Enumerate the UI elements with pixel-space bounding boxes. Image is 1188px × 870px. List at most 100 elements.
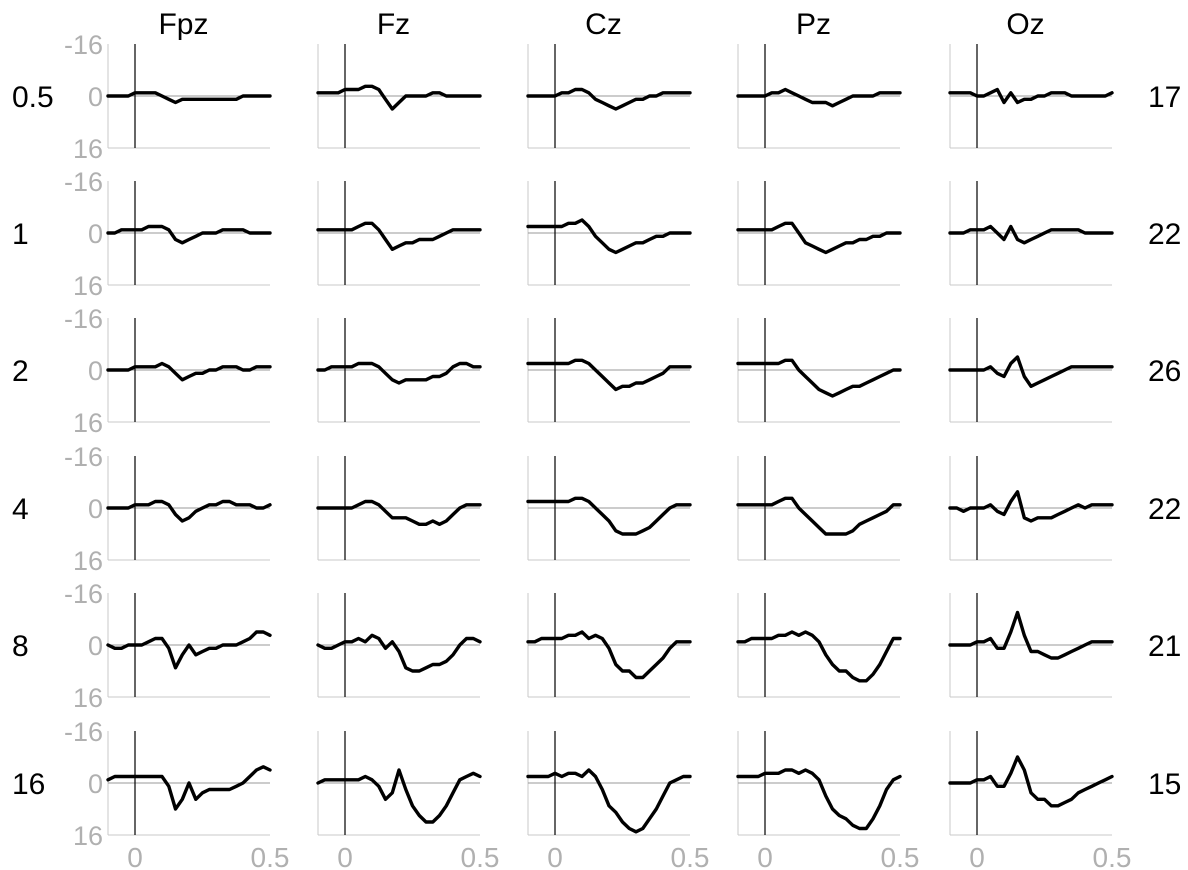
row-label-4: 8 [12, 630, 29, 663]
erp-trace [526, 87, 692, 111]
erp-trace [526, 358, 692, 392]
column-title-oz: Oz [1006, 8, 1044, 41]
y-tick-label: 16 [73, 408, 103, 438]
panel-cz-row-5 [526, 731, 692, 836]
erp-trace [106, 224, 272, 245]
row-label-5: 16 [12, 768, 45, 801]
y-tick-label: 16 [73, 134, 103, 164]
y-tick-label: 0 [88, 356, 103, 386]
right-count-label-3: 22 [1148, 493, 1181, 526]
x-tick-label: 0 [337, 842, 353, 870]
panel-pz-row-4 [736, 593, 902, 698]
erp-trace [316, 221, 482, 252]
column-title-fpz: Fpz [158, 8, 208, 41]
panel-pz-row-0 [736, 44, 902, 149]
column-title-pz: Pz [796, 8, 831, 41]
y-tick-label: -16 [64, 30, 103, 60]
row-label-3: 4 [12, 493, 29, 526]
erp-trace [316, 361, 482, 385]
y-tick-label: 16 [73, 821, 103, 851]
panel-pz-row-2 [736, 318, 902, 423]
y-tick-label: 0 [88, 769, 103, 799]
panel-fz-row-5 [316, 731, 482, 836]
erp-trace [106, 499, 272, 523]
erp-trace [526, 218, 692, 255]
panel-pz-row-3 [736, 456, 902, 561]
erp-trace [316, 84, 482, 111]
y-tick-label: -16 [64, 304, 103, 334]
erp-trace [736, 87, 902, 108]
panel-pz-row-1 [736, 181, 902, 286]
y-tick-label: 0 [88, 494, 103, 524]
erp-trace [948, 490, 1114, 523]
x-tick-label: 0.5 [1093, 842, 1132, 870]
panel-fz-row-4 [316, 593, 482, 698]
panel-fpz-row-2 [106, 318, 272, 423]
erp-trace [948, 355, 1114, 388]
right-count-label-1: 22 [1148, 218, 1181, 251]
panel-cz-row-3 [526, 456, 692, 561]
panel-oz-row-4 [948, 593, 1114, 698]
erp-trace [106, 91, 272, 105]
panel-fz-row-1 [316, 181, 482, 286]
x-tick-label: 0 [547, 842, 563, 870]
erp-trace [316, 633, 482, 673]
y-tick-label: 16 [73, 683, 103, 713]
erp-trace [736, 221, 902, 255]
erp-trace [948, 224, 1114, 245]
y-tick-label: -16 [64, 167, 103, 197]
column-title-cz: Cz [585, 8, 622, 41]
y-tick-label: 0 [88, 631, 103, 661]
panel-fz-row-0 [316, 44, 482, 149]
panel-fpz-row-1 [106, 181, 272, 286]
panel-cz-row-1 [526, 181, 692, 286]
y-tick-label: -16 [64, 442, 103, 472]
x-tick-label: 0.5 [671, 842, 710, 870]
x-tick-label: 0.5 [461, 842, 500, 870]
panel-oz-row-0 [948, 44, 1114, 149]
panel-cz-row-0 [526, 44, 692, 149]
erp-trace [736, 358, 902, 398]
panel-oz-row-2 [948, 318, 1114, 423]
y-tick-label: 16 [73, 271, 103, 301]
right-count-label-4: 21 [1148, 630, 1181, 663]
panel-fpz-row-3 [106, 456, 272, 561]
panel-fz-row-2 [316, 318, 482, 423]
erp-trace [736, 496, 902, 536]
x-tick-label: 0 [127, 842, 143, 870]
erp-trace [948, 87, 1114, 105]
erp-trace [736, 630, 902, 683]
panel-fpz-row-5 [106, 731, 272, 836]
row-label-0: 0.5 [12, 81, 54, 114]
x-tick-label: 0 [757, 842, 773, 870]
panel-fz-row-3 [316, 456, 482, 561]
erp-trace [526, 630, 692, 680]
panel-oz-row-5 [948, 731, 1114, 836]
erp-trace [106, 765, 272, 811]
y-tick-label: -16 [64, 717, 103, 747]
erp-trace [736, 768, 902, 831]
column-title-fz: Fz [377, 8, 410, 41]
y-tick-label: 16 [73, 546, 103, 576]
erp-trace [316, 768, 482, 824]
right-count-label-5: 15 [1148, 768, 1181, 801]
row-label-2: 2 [12, 355, 29, 388]
panel-fpz-row-4 [106, 593, 272, 698]
x-tick-label: 0.5 [251, 842, 290, 870]
panel-fpz-row-0 [106, 44, 272, 149]
y-tick-label: 0 [88, 82, 103, 112]
erp-trace [526, 496, 692, 536]
y-tick-label: 0 [88, 219, 103, 249]
erp-trace [526, 768, 692, 834]
panel-cz-row-2 [526, 318, 692, 423]
erp-trace [106, 361, 272, 382]
erp-trace [106, 630, 272, 670]
erp-trace [316, 499, 482, 526]
erp-trace [948, 610, 1114, 660]
y-tick-label: -16 [64, 579, 103, 609]
x-tick-label: 0.5 [881, 842, 920, 870]
row-label-1: 1 [12, 218, 29, 251]
panel-cz-row-4 [526, 593, 692, 698]
right-count-label-0: 17 [1148, 81, 1181, 114]
